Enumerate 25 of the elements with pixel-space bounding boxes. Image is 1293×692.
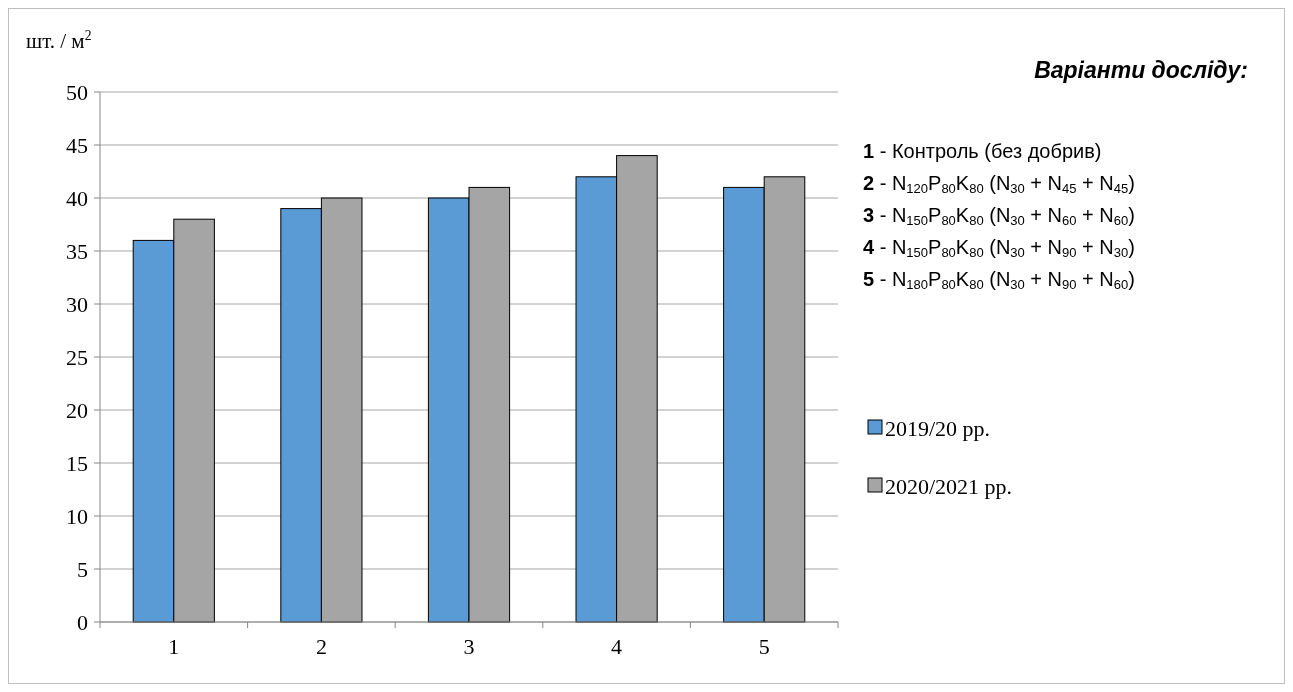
y-tick-label: 15 — [66, 450, 88, 476]
text: 1 - Контроль (без добрив) — [863, 140, 1102, 162]
text: 4 - N$_{150}$P$_{80}$K$_{80}$ (N$_{30}$ + N$_{90}$ + N$_{30}$) — [863, 236, 1135, 261]
text: 5 - N$_{180}$P$_{80}$K$_{80}$ (N$_{30}$ + N$_{90}$ + N$_{60}$) — [863, 268, 1135, 293]
text: 2 - N$_{120}$P$_{80}$K$_{80}$ (N$_{30}$ + N$_{45}$ + N$_{45}$) — [863, 172, 1135, 197]
text: 3 - N$_{150}$P$_{80}$K$_{80}$ (N$_{30}$ + N$_{60}$ + N$_{60}$) — [863, 204, 1135, 229]
y-tick-label: 0 — [77, 609, 88, 635]
y-tick-label: 5 — [77, 556, 88, 582]
x-tick-label: 4 — [611, 634, 623, 659]
y-tick-label: 10 — [66, 503, 88, 529]
x-tick-label: 1 — [168, 634, 180, 659]
y-tick-label: 20 — [66, 397, 88, 423]
y-axis-title: шт. / м$^{2}$ — [26, 27, 92, 53]
legend-title: Варіанти досліду: — [1034, 57, 1248, 83]
x-tick-label: 3 — [463, 634, 475, 659]
y-tick-label: 35 — [66, 238, 88, 264]
y-tick-label: 30 — [66, 291, 88, 317]
legend-label: 2020/2021 рр. — [885, 473, 1013, 499]
y-tick-label: 40 — [66, 185, 88, 211]
y-tick-label: 45 — [66, 132, 88, 158]
y-tick-label: 50 — [66, 79, 88, 105]
y-tick-label: 25 — [66, 344, 88, 370]
x-tick-label: 5 — [758, 634, 770, 659]
legend-label: 2019/20 рр. — [885, 415, 991, 441]
x-tick-label: 2 — [315, 634, 327, 659]
